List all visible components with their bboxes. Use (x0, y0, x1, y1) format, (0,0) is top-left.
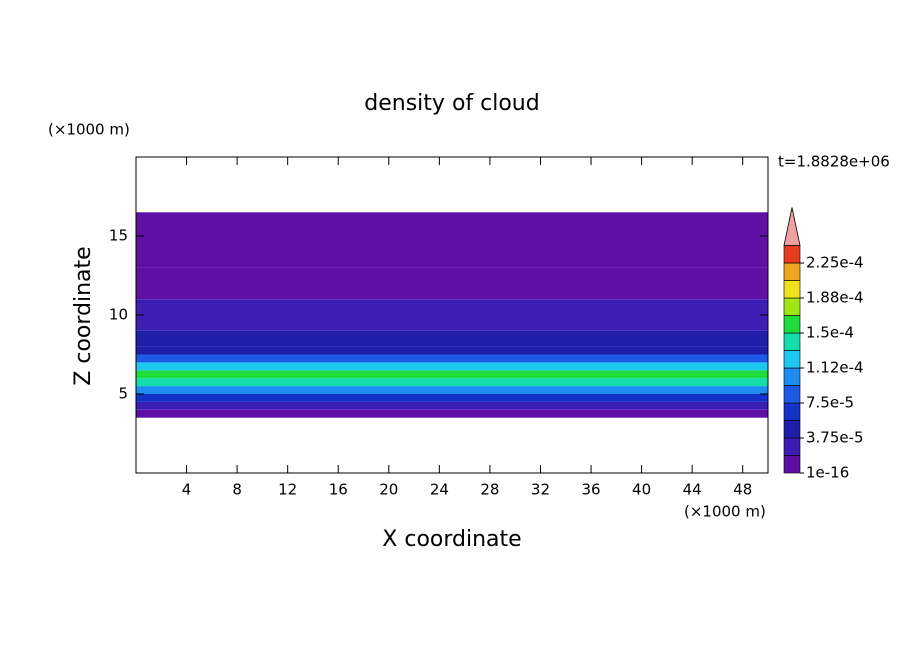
colorbar-box (783, 280, 801, 299)
y-unit: (×1000 m) (48, 121, 130, 139)
contour-band (136, 378, 768, 387)
contour-band (136, 394, 768, 402)
colorbar-extend (783, 207, 801, 246)
colorbar-box (783, 332, 801, 351)
x-tick-label: 20 (379, 481, 398, 499)
y-axis-label: Z coordinate (71, 246, 96, 385)
y-tick-label: 10 (109, 306, 128, 324)
x-tick-label: 48 (733, 481, 752, 499)
colorbar-box (783, 437, 801, 456)
x-tick-label: 40 (632, 481, 651, 499)
x-tick-label: 28 (480, 481, 499, 499)
colorbar-label: 1.12e-4 (806, 359, 864, 377)
colorbar-label: 2.25e-4 (806, 254, 864, 272)
colorbar-label: 1e-16 (806, 464, 849, 482)
colorbar-box (783, 245, 801, 264)
x-tick-label: 12 (278, 481, 297, 499)
x-tick-label: 16 (329, 481, 348, 499)
colorbar-label: 7.5e-5 (806, 394, 854, 412)
x-tick-label: 32 (531, 481, 550, 499)
colorbar-label: 1.5e-4 (806, 324, 854, 342)
contour-band (136, 346, 768, 355)
contour-band (136, 267, 768, 300)
x-tick-label: 36 (581, 481, 600, 499)
contour-band (136, 370, 768, 379)
colorbar-box (783, 297, 801, 316)
colorbar-label: 3.75e-5 (806, 429, 864, 447)
y-tick-label: 5 (118, 385, 128, 403)
colorbar-box (783, 402, 801, 421)
colorbar-box (783, 350, 801, 369)
contour-band (136, 362, 768, 371)
colorbar-box (783, 420, 801, 439)
chart-title: density of cloud (364, 91, 539, 116)
contour-band (136, 409, 768, 418)
contour-band (136, 354, 768, 363)
contour-band (136, 401, 768, 410)
time-label: t=1.8828e+06 (778, 153, 890, 171)
x-axis-label: X coordinate (382, 527, 521, 552)
colorbar-box (783, 315, 801, 334)
contour-band (136, 330, 768, 347)
x-tick-label: 44 (683, 481, 702, 499)
y-tick-label: 15 (109, 227, 128, 245)
colorbar-box (783, 367, 801, 386)
x-tick-label: 24 (430, 481, 449, 499)
contour-band (136, 386, 768, 394)
colorbar-box (783, 262, 801, 281)
colorbar-label: 1.88e-4 (806, 289, 864, 307)
x-unit: (×1000 m) (684, 503, 766, 521)
x-tick-label: 8 (232, 481, 242, 499)
colorbar-box (783, 455, 801, 474)
contour-band (136, 315, 768, 331)
x-tick-label: 4 (182, 481, 192, 499)
colorbar-box (783, 385, 801, 404)
contour-band (136, 212, 768, 268)
contour-band (136, 299, 768, 315)
